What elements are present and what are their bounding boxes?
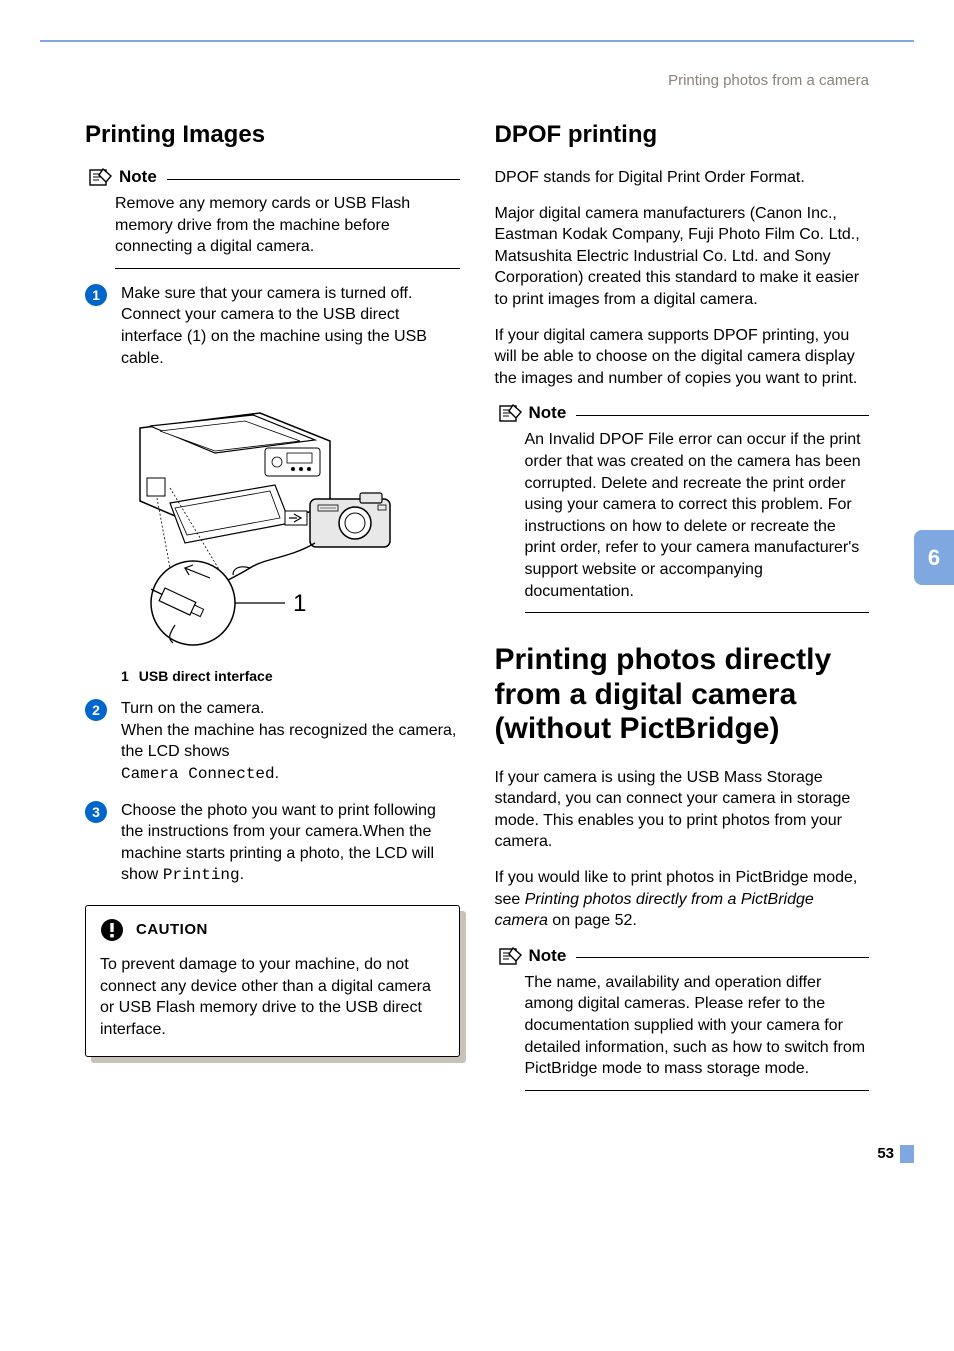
note-block: Note Remove any memory cards or USB Flas… bbox=[85, 167, 460, 269]
p-dpof-1: DPOF stands for Digital Print Order Form… bbox=[495, 167, 870, 189]
step-2-text: Turn on the camera. When the machine has… bbox=[121, 698, 460, 785]
note-tail-rule bbox=[115, 268, 460, 269]
caution-body: To prevent damage to your machine, do no… bbox=[100, 954, 445, 1040]
step2-line2: When the machine has recognized the came… bbox=[121, 722, 456, 761]
step-1-text: Make sure that your camera is turned off… bbox=[121, 283, 460, 369]
step2-period: . bbox=[275, 765, 279, 782]
note-rule bbox=[576, 957, 869, 958]
caption-num: 1 bbox=[121, 668, 129, 684]
right-column: DPOF printing DPOF stands for Digital Pr… bbox=[495, 109, 915, 1105]
step3-period: . bbox=[240, 866, 244, 883]
note-rule bbox=[167, 179, 460, 180]
note-icon bbox=[89, 167, 113, 187]
page-number: 53 bbox=[877, 1145, 894, 1162]
note-block-right-2: Note The name, availability and operatio… bbox=[495, 946, 870, 1091]
step-3-text: Choose the photo you want to print follo… bbox=[121, 800, 460, 887]
main-heading: Printing photos directly from a digital … bbox=[495, 643, 870, 747]
caution-head: CAUTION bbox=[100, 918, 445, 942]
left-column: Printing Images Note Remove any memory c… bbox=[85, 109, 460, 1105]
header-breadcrumb: Printing photos from a camera bbox=[0, 42, 954, 109]
caution-label: CAUTION bbox=[136, 921, 208, 938]
page-tick bbox=[900, 1145, 914, 1163]
step2-line1: Turn on the camera. bbox=[121, 700, 264, 717]
p-main-1: If your camera is using the USB Mass Sto… bbox=[495, 767, 870, 853]
note-body: An Invalid DPOF File error can occur if … bbox=[495, 423, 870, 612]
note-icon bbox=[499, 946, 523, 966]
step-2: 2 Turn on the camera. When the machine h… bbox=[85, 698, 460, 785]
step-1: 1 Make sure that your camera is turned o… bbox=[85, 283, 460, 369]
note-block-right-1: Note An Invalid DPOF File error can occu… bbox=[495, 403, 870, 613]
note-icon bbox=[499, 403, 523, 423]
p-main-2: If you would like to print photos in Pic… bbox=[495, 867, 870, 932]
caption-text: USB direct interface bbox=[139, 668, 273, 684]
p5b-italic-link: Printing photos directly from a PictBrid… bbox=[495, 891, 814, 930]
note-body: Remove any memory cards or USB Flash mem… bbox=[85, 187, 460, 268]
step3-mono: Printing bbox=[163, 866, 240, 884]
note-head: Note bbox=[85, 167, 460, 187]
illustration-caption: 1 USB direct interface bbox=[121, 668, 460, 684]
footer: 53 bbox=[0, 1105, 954, 1163]
note-head: Note bbox=[495, 403, 870, 423]
caution-icon bbox=[100, 918, 124, 942]
note-tail-rule bbox=[525, 1090, 870, 1091]
step-bullet-1: 1 bbox=[85, 284, 107, 306]
note-tail-rule bbox=[525, 612, 870, 613]
left-heading: Printing Images bbox=[85, 121, 460, 149]
p-dpof-3: If your digital camera supports DPOF pri… bbox=[495, 325, 870, 390]
note-label: Note bbox=[119, 167, 157, 187]
step2-mono: Camera Connected bbox=[121, 765, 275, 783]
note-body: The name, availability and operation dif… bbox=[495, 966, 870, 1090]
caution-box: CAUTION To prevent damage to your machin… bbox=[85, 905, 460, 1057]
note-head: Note bbox=[495, 946, 870, 966]
note-label: Note bbox=[529, 403, 567, 423]
caution-block: CAUTION To prevent damage to your machin… bbox=[85, 905, 460, 1057]
page: Printing photos from a camera 6 Printing… bbox=[0, 40, 954, 1203]
p-dpof-2: Major digital camera manufacturers (Cano… bbox=[495, 203, 870, 311]
step-bullet-2: 2 bbox=[85, 699, 107, 721]
step-3: 3 Choose the photo you want to print fol… bbox=[85, 800, 460, 887]
chapter-tab: 6 bbox=[914, 530, 954, 585]
two-column-layout: Printing Images Note Remove any memory c… bbox=[0, 109, 954, 1105]
printer-camera-illustration: 1 bbox=[115, 393, 415, 653]
note-rule bbox=[576, 415, 869, 416]
note-label: Note bbox=[529, 946, 567, 966]
illus-callout-1: 1 bbox=[293, 590, 306, 617]
right-heading-1: DPOF printing bbox=[495, 121, 870, 149]
p5c: on page 52. bbox=[548, 912, 637, 929]
step-bullet-3: 3 bbox=[85, 801, 107, 823]
